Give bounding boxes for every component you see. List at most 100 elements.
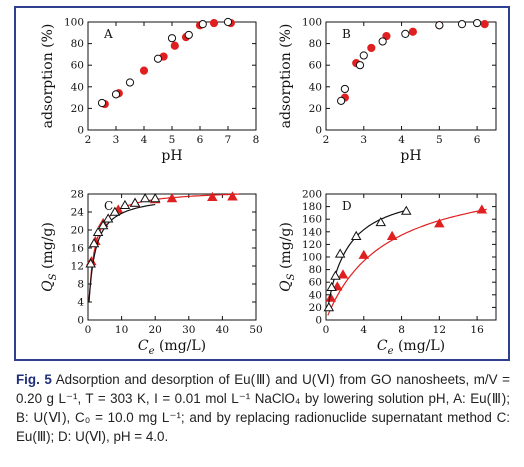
y-tick-label: 28 <box>71 189 84 201</box>
y-tick-label: 60 <box>71 60 84 72</box>
y-tick-label: 0 <box>315 315 322 327</box>
x-tick-label: 40 <box>216 324 229 336</box>
x-tick-label: 8 <box>253 134 260 146</box>
series-1 <box>325 204 488 316</box>
fit-curve <box>327 209 407 308</box>
panel-letter: B <box>342 27 351 41</box>
open-circle-point-5 <box>378 37 387 46</box>
filled-triangle-point-4 <box>358 249 370 259</box>
open-triangle-point-3 <box>92 226 104 237</box>
y-tick-label: 0 <box>315 125 322 137</box>
axis-label-x: pH <box>400 148 421 164</box>
x-tick-label: 4 <box>141 134 148 146</box>
open-triangle-point-8 <box>129 197 141 207</box>
x-tick-label: 10 <box>115 324 128 336</box>
filled-triangle-point-7 <box>166 193 178 203</box>
open-circle-point-2 <box>340 84 349 94</box>
open-triangle-point-1 <box>85 258 96 268</box>
open-triangle-point-7 <box>401 205 412 215</box>
filled-circle-point-3 <box>367 43 376 53</box>
panel-letter: A <box>103 27 113 41</box>
open-circle-point-1 <box>337 96 346 105</box>
filled-triangle-point-1 <box>325 292 336 302</box>
x-tick-label: 20 <box>149 324 162 336</box>
x-tick-label: 0 <box>85 324 92 336</box>
x-tick-label: 2 <box>85 134 92 146</box>
y-tick-label: 160 <box>302 214 322 226</box>
x-tick-label: 16 <box>470 324 484 336</box>
filled-circle-point-3 <box>139 66 149 75</box>
open-triangle-point-6 <box>109 206 121 216</box>
y-tick-label: 180 <box>302 201 322 213</box>
open-circle-point-8 <box>457 20 467 29</box>
y-tick-label: 40 <box>71 81 84 93</box>
x-tick-label: 3 <box>113 134 120 146</box>
x-tick-label: 12 <box>433 324 446 336</box>
y-tick-label: 80 <box>309 38 322 50</box>
filled-circle-point-5 <box>170 41 179 50</box>
axis-label-y: QS (mg/g) <box>40 222 59 292</box>
filled-triangle-point-5 <box>386 230 398 241</box>
filled-circle-point-8 <box>209 18 219 28</box>
open-triangle-point-5 <box>102 213 114 223</box>
axis-label-x: Ce (mg/L) <box>138 338 206 357</box>
y-tick-label: 12 <box>71 261 84 273</box>
open-circle-point-4 <box>359 51 368 60</box>
y-tick-label: 120 <box>302 239 322 251</box>
x-tick-label: 2 <box>323 134 330 146</box>
y-tick-label: 8 <box>77 279 84 291</box>
plot-area <box>325 21 497 131</box>
open-circle-point-6 <box>401 29 410 38</box>
filled-triangle-point-9 <box>227 191 238 201</box>
open-circle-point-7 <box>198 20 207 29</box>
x-tick-label: 0 <box>323 324 330 336</box>
y-tick-label: 60 <box>309 60 322 72</box>
open-triangle-point-2 <box>326 281 337 292</box>
open-circle-point-3 <box>125 78 135 87</box>
panel-letter: D <box>342 199 352 213</box>
y-tick-label: 40 <box>309 289 322 301</box>
y-tick-label: 20 <box>309 103 322 115</box>
open-circle-point-2 <box>111 90 121 99</box>
y-tick-label: 20 <box>71 103 84 115</box>
x-tick-label: 4 <box>398 134 405 146</box>
y-tick-label: 4 <box>77 297 84 309</box>
open-triangle-point-3 <box>330 270 341 280</box>
filled-circle-point-4 <box>382 31 391 41</box>
fit-curve <box>88 203 156 303</box>
series-1 <box>340 20 489 102</box>
x-tick-label: 4 <box>360 324 367 336</box>
x-tick-label: 6 <box>197 134 204 146</box>
open-circle-point-8 <box>223 17 233 27</box>
y-tick-label: 16 <box>71 243 85 255</box>
y-tick-label: 24 <box>71 207 85 219</box>
open-circle-point-7 <box>435 21 444 30</box>
y-tick-label: 60 <box>309 277 322 289</box>
x-tick-label: 5 <box>169 134 176 146</box>
open-circle-point-3 <box>355 61 365 70</box>
axis-label-y: QS (mg/g) <box>278 222 297 292</box>
open-triangle-point-4 <box>334 248 346 258</box>
filled-triangle-point-3 <box>337 269 349 279</box>
open-circle-point-5 <box>167 34 177 43</box>
x-tick-label: 3 <box>360 134 367 146</box>
series-1 <box>100 18 235 109</box>
figure-caption: Fig. 5 Adsorption and desorption of Eu(Ⅲ… <box>16 370 510 446</box>
open-circle-point-4 <box>153 54 163 63</box>
x-tick-label: 6 <box>474 134 481 146</box>
series-2 <box>97 17 233 108</box>
y-tick-label: 20 <box>309 302 322 314</box>
caption-label: Fig. 5 <box>16 372 52 387</box>
y-tick-label: 200 <box>302 189 322 201</box>
series-2 <box>337 18 482 105</box>
y-tick-label: 0 <box>77 315 84 327</box>
y-tick-label: 140 <box>302 226 322 238</box>
x-tick-label: 50 <box>249 324 262 336</box>
open-circle-point-6 <box>184 30 193 40</box>
filled-circle-point-7 <box>480 20 489 29</box>
filled-triangle-point-7 <box>476 204 488 214</box>
